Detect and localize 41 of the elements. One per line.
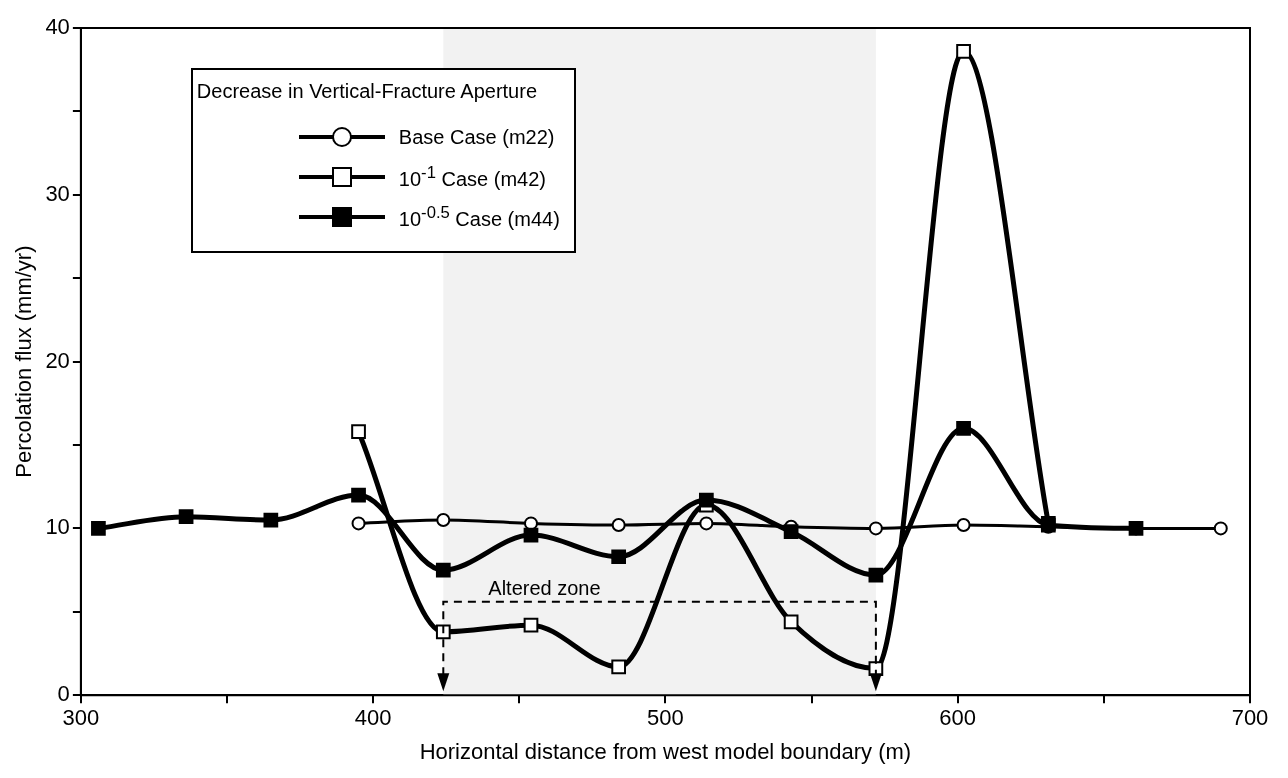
x-axis-title: Horizontal distance from west model boundary (m) xyxy=(419,738,912,764)
legend-label: 10$^{-1}$ Case (m42) xyxy=(398,163,546,191)
y-axis-title: Percolation flux (mm/yr) xyxy=(11,245,37,478)
x-tick-label: 700 xyxy=(1231,705,1269,731)
y-tick-label: 30 xyxy=(45,180,70,206)
x-tick-label: 300 xyxy=(62,705,100,731)
point xyxy=(351,487,366,503)
point xyxy=(956,518,971,533)
point xyxy=(956,43,971,59)
band-label: Altered zone xyxy=(488,577,601,600)
x-tick-label: 500 xyxy=(647,705,684,731)
point xyxy=(263,512,279,528)
point xyxy=(611,518,626,533)
point xyxy=(523,527,539,543)
point xyxy=(351,516,366,531)
point xyxy=(783,614,799,630)
point xyxy=(611,549,627,565)
legend-label: Base Case (m22) xyxy=(398,125,555,149)
y-tick-label: 20 xyxy=(45,347,70,373)
point xyxy=(351,424,366,440)
point xyxy=(868,567,884,583)
point xyxy=(868,521,883,536)
point xyxy=(699,516,714,531)
point xyxy=(435,624,451,640)
point xyxy=(436,513,451,528)
y-tick-label: 0 xyxy=(57,681,70,707)
point xyxy=(178,509,194,525)
legend-label: 10$^{-0.5}$ Case (m44) xyxy=(398,203,560,231)
point xyxy=(523,617,539,633)
y-tick-label: 10 xyxy=(45,514,70,540)
point xyxy=(698,492,714,508)
point xyxy=(91,521,106,536)
x-tick-label: 600 xyxy=(939,705,977,731)
point xyxy=(611,659,627,675)
y-tick-label: 40 xyxy=(45,14,70,40)
point xyxy=(1213,521,1228,536)
point xyxy=(783,524,799,540)
legend-title: Decrease in Vertical-Fracture Aperture xyxy=(196,80,538,103)
point xyxy=(956,420,971,436)
x-tick-label: 400 xyxy=(354,705,392,731)
point xyxy=(435,562,451,578)
